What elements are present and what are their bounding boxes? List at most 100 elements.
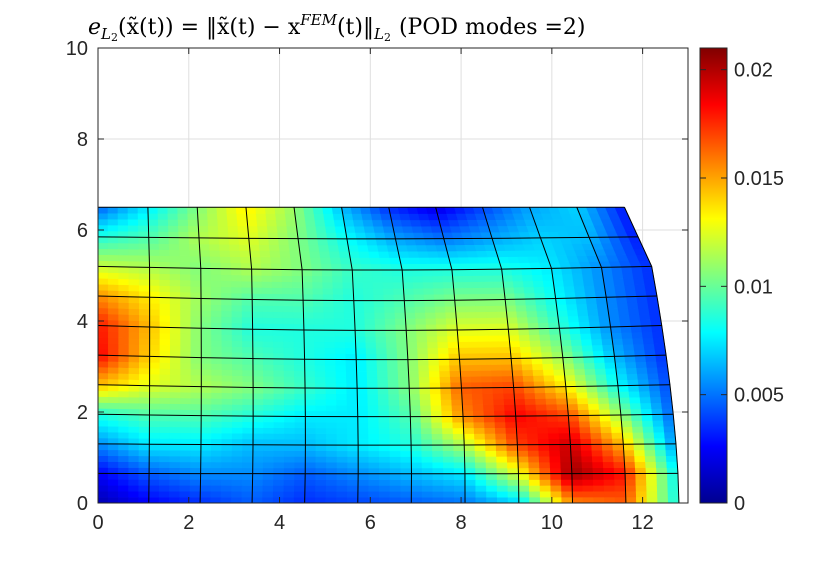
error-cell: [273, 352, 285, 360]
error-cell: [128, 284, 140, 292]
error-cell: [190, 297, 202, 305]
error-cell: [323, 311, 335, 319]
error-cell: [430, 263, 443, 271]
error-cell: [305, 444, 317, 452]
error-cell: [357, 496, 369, 503]
error-cell: [388, 405, 400, 412]
error-cell: [428, 364, 440, 372]
error-cell: [496, 490, 509, 498]
error-cell: [379, 485, 391, 492]
error-cell: [159, 273, 171, 281]
error-cell: [127, 212, 139, 220]
error-cell: [98, 479, 109, 486]
error-cell: [599, 320, 611, 328]
error-cell: [659, 384, 671, 392]
error-cell: [384, 306, 396, 313]
error-cell: [573, 362, 586, 370]
error-cell: [529, 334, 541, 341]
error-cell: [562, 357, 575, 364]
error-cell: [348, 251, 361, 258]
error-cell: [98, 431, 109, 439]
error-cell: [614, 496, 627, 503]
error-cell: [325, 490, 338, 498]
error-cell: [618, 314, 631, 322]
error-cell: [242, 415, 254, 423]
error-cell: [159, 473, 171, 480]
error-cell: [601, 338, 614, 346]
error-cell: [493, 410, 506, 417]
error-cell: [138, 455, 150, 463]
error-cell: [178, 237, 190, 245]
error-cell: [455, 311, 467, 319]
error-cell: [547, 426, 560, 434]
error-cell: [462, 416, 475, 423]
error-cell: [138, 379, 150, 387]
error-cell: [391, 269, 403, 277]
error-cell: [582, 496, 595, 503]
error-cell: [482, 398, 495, 406]
error-cell: [169, 338, 181, 346]
error-cell: [483, 410, 495, 417]
error-cell: [539, 339, 552, 347]
error-cell: [235, 206, 247, 214]
error-cell: [138, 254, 150, 262]
error-cell: [621, 331, 633, 339]
error-cell: [221, 345, 233, 353]
error-cell: [499, 352, 512, 360]
error-cell: [128, 379, 140, 386]
error-cell: [649, 313, 662, 321]
error-cell: [527, 322, 540, 330]
error-cell: [442, 444, 455, 452]
error-cell: [408, 257, 421, 265]
error-cell: [535, 403, 548, 411]
error-cell: [425, 244, 438, 252]
error-cell: [200, 485, 212, 492]
error-cell: [434, 299, 446, 307]
error-cell: [389, 467, 402, 475]
error-cell: [544, 380, 556, 388]
error-cell: [593, 490, 605, 498]
error-cell: [98, 372, 109, 380]
error-cell: [411, 269, 423, 277]
error-cell: [494, 299, 507, 306]
error-cell: [210, 461, 222, 469]
error-cell: [241, 496, 253, 503]
error-cell: [180, 403, 192, 410]
error-cell: [293, 329, 305, 337]
error-cell: [651, 408, 664, 415]
error-cell: [118, 349, 130, 357]
error-cell: [138, 461, 150, 468]
error-cell: [241, 286, 253, 294]
error-cell: [189, 485, 201, 492]
error-cell: [246, 219, 258, 227]
error-cell: [491, 381, 504, 388]
error-cell: [336, 485, 348, 492]
error-cell: [342, 287, 354, 295]
error-cell: [355, 347, 367, 355]
error-cell: [293, 490, 306, 498]
error-cell: [495, 444, 508, 451]
error-cell: [138, 473, 150, 480]
error-cell: [251, 299, 263, 306]
error-cell: [397, 250, 410, 258]
error-cell: [200, 444, 212, 451]
error-cell: [627, 379, 640, 386]
error-cell: [199, 490, 212, 498]
error-cell: [641, 331, 654, 339]
error-cell: [128, 479, 140, 486]
error-cell: [157, 206, 169, 214]
error-cell: [98, 390, 109, 398]
error-cell: [252, 433, 264, 440]
error-cell: [628, 390, 641, 398]
error-cell: [328, 250, 341, 258]
error-cell: [417, 359, 430, 366]
error-cell: [364, 318, 376, 325]
error-cell: [107, 443, 119, 451]
error-cell: [653, 425, 665, 433]
error-cell: [346, 238, 359, 246]
error-cell: [495, 305, 507, 312]
error-cell: [108, 313, 119, 321]
error-cell: [326, 444, 338, 452]
error-cell: [210, 262, 222, 269]
error-cell: [159, 467, 171, 474]
